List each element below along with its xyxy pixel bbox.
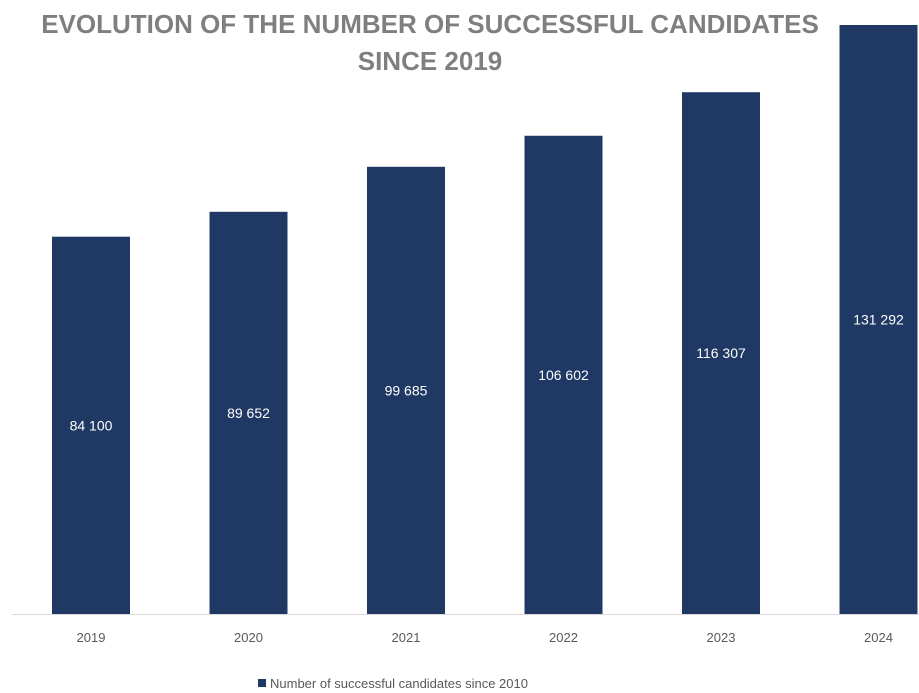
x-tick-2023: 2023 — [707, 630, 736, 645]
data-label-2024: 131 292 — [853, 312, 904, 328]
legend: Number of successful candidates since 20… — [258, 676, 528, 692]
bar-2022 — [524, 135, 603, 615]
x-tick-2021: 2021 — [392, 630, 421, 645]
x-tick-2022: 2022 — [549, 630, 578, 645]
data-label-2022: 106 602 — [538, 367, 589, 383]
labels-layer: 84 100 89 652 99 685 106 602 116 307 131 292 — [70, 312, 904, 434]
legend-label: Number of successful candidates since 20… — [270, 676, 528, 691]
data-label-2020: 89 652 — [227, 405, 270, 421]
bar-2019 — [52, 236, 130, 614]
x-tick-2019: 2019 — [77, 630, 106, 645]
x-tick-2020: 2020 — [234, 630, 263, 645]
bars-layer — [52, 25, 918, 615]
x-tick-2024: 2024 — [864, 630, 893, 645]
chart-title: EVOLUTION OF THE NUMBER OF SUCCESSFUL CA… — [41, 9, 819, 76]
bar-2023 — [682, 92, 760, 614]
data-label-2019: 84 100 — [70, 417, 113, 433]
bar-2024 — [839, 25, 918, 614]
legend-swatch — [258, 679, 266, 687]
data-label-2021: 99 685 — [385, 382, 428, 398]
bar-2021 — [367, 166, 445, 614]
bar-2020 — [209, 211, 288, 614]
data-label-2023: 116 307 — [696, 345, 746, 361]
x-tick-labels: 2019 2020 2021 2022 2023 2024 — [77, 630, 893, 645]
